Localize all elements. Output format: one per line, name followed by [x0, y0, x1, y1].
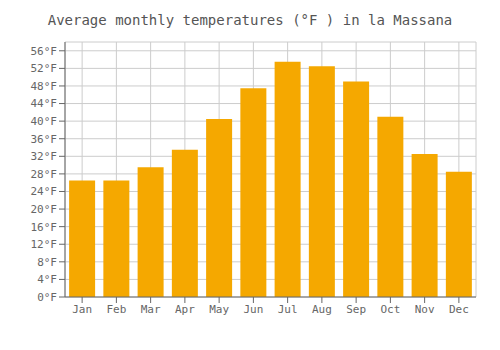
svg-text:Apr: Apr [175, 303, 195, 316]
svg-text:8°F: 8°F [37, 256, 57, 269]
svg-text:Mar: Mar [141, 303, 161, 316]
svg-text:0°F: 0°F [37, 291, 57, 304]
svg-text:Feb: Feb [106, 303, 126, 316]
svg-text:Nov: Nov [415, 303, 435, 316]
svg-text:24°F: 24°F [31, 185, 58, 198]
svg-text:56°F: 56°F [31, 45, 58, 58]
svg-text:Dec: Dec [449, 303, 469, 316]
svg-text:Jul: Jul [278, 303, 298, 316]
svg-text:20°F: 20°F [31, 203, 58, 216]
svg-text:Aug: Aug [312, 303, 332, 316]
svg-text:May: May [209, 303, 229, 316]
svg-text:Oct: Oct [380, 303, 400, 316]
svg-text:Sep: Sep [346, 303, 366, 316]
svg-text:4°F: 4°F [37, 273, 57, 286]
svg-text:40°F: 40°F [31, 115, 58, 128]
svg-text:36°F: 36°F [31, 133, 58, 146]
svg-text:32°F: 32°F [31, 150, 58, 163]
svg-text:12°F: 12°F [31, 238, 58, 251]
svg-text:28°F: 28°F [31, 168, 58, 181]
svg-text:Jan: Jan [72, 303, 92, 316]
svg-text:52°F: 52°F [31, 62, 58, 75]
svg-text:44°F: 44°F [31, 97, 58, 110]
svg-text:Jun: Jun [243, 303, 263, 316]
html-text:Average monthly temperatures (: Average monthly temperatures (°F ) in la… [47, 12, 453, 28]
svg-text:48°F: 48°F [31, 80, 58, 93]
svg-text:16°F: 16°F [31, 221, 58, 234]
